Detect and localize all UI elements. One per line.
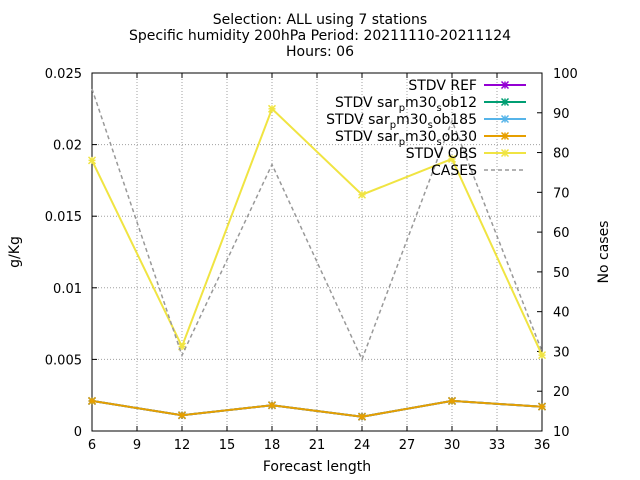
legend-marker-4: [500, 148, 510, 158]
grid: [92, 73, 542, 431]
x-tick-label: 12: [174, 438, 191, 453]
data-point-3: [87, 396, 97, 405]
x-tick-label: 21: [309, 438, 326, 453]
legend-label-5: CASES: [431, 163, 477, 179]
chart-title-line-3: Hours: 06: [286, 44, 354, 60]
x-tick-label: 18: [264, 438, 281, 453]
series-line-4: [91, 107, 543, 356]
data-point-4: [267, 104, 277, 113]
x-tick-label: 6: [88, 438, 96, 453]
x-tick-label: 30: [444, 438, 461, 453]
legend-marker-2: [500, 114, 510, 124]
y2-tick-label: 60: [553, 226, 570, 241]
data-point-3: [177, 411, 187, 420]
legend-marker-1: [500, 97, 510, 107]
x-tick-label: 36: [534, 438, 551, 453]
y2-tick-label: 80: [553, 147, 570, 162]
x-tick-label: 9: [133, 438, 141, 453]
series-line-5: [91, 88, 543, 362]
legend-label-2: STDV sarpm30sob185: [326, 112, 477, 131]
data-point-3: [357, 412, 367, 421]
y2-tick-label: 10: [553, 425, 570, 440]
legend-label-1: STDV sarpm30sob12: [335, 95, 477, 114]
x-tick-label: 15: [219, 438, 236, 453]
chart-title-line-1: Selection: ALL using 7 stations: [212, 12, 428, 28]
y2-tick-label: 90: [553, 107, 570, 122]
chart-title-line-2: Specific humidity 200hPa Period: 2021111…: [128, 28, 512, 44]
legend-label-0: STDV REF: [408, 78, 477, 94]
x-axis-label: Forecast length: [263, 459, 371, 475]
y2-tick-label: 40: [553, 306, 570, 321]
data-point-4: [537, 351, 547, 360]
y-tick-label: 0.01: [53, 282, 82, 297]
y2-tick-label: 100: [553, 67, 578, 82]
legend-label-3: STDV sarpm30sob30: [335, 129, 477, 148]
series-group: [87, 88, 547, 421]
y-tick-label: 0.025: [45, 67, 82, 82]
data-point-4: [87, 156, 97, 165]
y2-tick-label: 70: [553, 186, 570, 201]
x-tick-label: 24: [354, 438, 371, 453]
y2-axis-label: No cases: [596, 221, 612, 284]
y-tick-label: 0: [74, 425, 82, 440]
plot-border: [91, 72, 543, 432]
axes: 6 9 12 15 18 21 24 27 30 33 36 0 0.005 0.01 0.015 0.02 0…: [45, 67, 578, 453]
x-tick-label: 33: [489, 438, 506, 453]
data-point-4: [357, 190, 367, 199]
data-point-3: [537, 402, 547, 411]
x-tick-label: 27: [399, 438, 416, 453]
y-tick-label: 0.02: [53, 139, 82, 154]
legend-marker-3: [500, 131, 510, 141]
data-point-3: [267, 401, 277, 410]
legend-label-4: STDV OBS: [406, 146, 477, 162]
y-tick-label: 0.015: [45, 210, 82, 225]
y-tick-label: 0.005: [45, 353, 82, 368]
series-line-3: [91, 399, 543, 418]
y2-tick-label: 30: [553, 345, 570, 360]
data-point-4: [447, 154, 457, 163]
y2-tick-label: 50: [553, 266, 570, 281]
legend-marker-0: [500, 80, 510, 90]
data-point-3: [447, 396, 457, 405]
y2-tick-label: 20: [553, 385, 570, 400]
y-axis-label: g/Kg: [7, 236, 23, 268]
